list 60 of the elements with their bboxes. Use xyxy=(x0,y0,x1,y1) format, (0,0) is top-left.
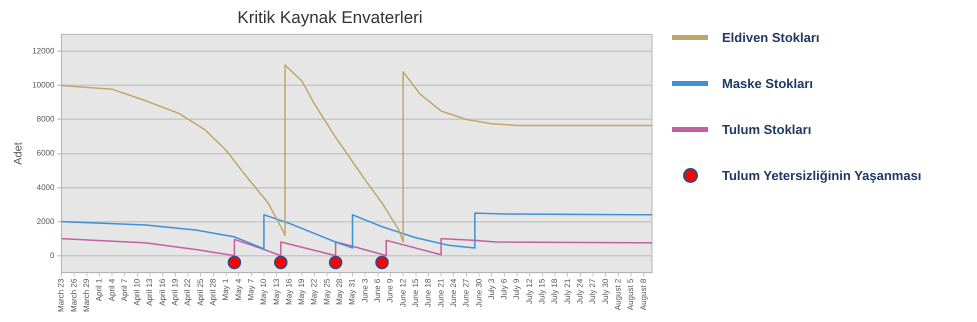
y-tick-label: 8000 xyxy=(36,114,55,124)
x-tick-label: July 24 xyxy=(575,278,584,304)
x-tick-label: March 23 xyxy=(56,278,66,312)
x-tick-label: July 30 xyxy=(600,278,610,304)
x-tick-label: April 16 xyxy=(158,278,167,306)
x-tick-label: May 31 xyxy=(348,278,357,305)
x-tick-label: June 27 xyxy=(462,278,471,308)
x-tick-label: May 10 xyxy=(259,278,268,305)
x-tick-label: April 7 xyxy=(120,278,129,302)
x-tick-label: July 3 xyxy=(486,278,496,300)
y-tick-label: 0 xyxy=(50,250,55,260)
x-tick-label: May 7 xyxy=(246,278,256,300)
x-tick-label: July 15 xyxy=(538,278,547,304)
x-tick-label: July 27 xyxy=(588,278,598,304)
x-tick-label: July 9 xyxy=(512,278,522,300)
x-tick-label: June 18 xyxy=(424,278,433,308)
x-tick-label: August 2 xyxy=(613,278,622,310)
chart-title: Kritik Kaynak Envaterleri xyxy=(237,8,423,27)
x-tick-label: April 22 xyxy=(183,278,192,306)
y-tick-label: 6000 xyxy=(36,148,55,158)
legend-label: Tulum Stokları xyxy=(722,122,812,136)
x-tick-label: April 28 xyxy=(208,278,218,306)
x-tick-label: May 25 xyxy=(322,278,332,305)
legend-label: Tulum Yetersizliğinin Yaşanması xyxy=(722,168,922,182)
x-tick-label: July 18 xyxy=(550,278,560,304)
x-tick-label: June 30 xyxy=(474,278,484,308)
x-tick-label: April 19 xyxy=(170,278,180,306)
x-tick-label: May 16 xyxy=(284,278,294,305)
x-tick-label: August 5 xyxy=(626,278,636,310)
x-tick-label: May 1 xyxy=(221,278,230,300)
legend-label: Maske Stokları xyxy=(722,76,814,90)
x-tick-label: May 19 xyxy=(297,278,306,305)
x-tick-label: April 1 xyxy=(94,278,104,302)
y-tick-label: 12000 xyxy=(32,46,55,56)
x-tick-label: June 12 xyxy=(398,278,408,308)
x-tick-label: May 13 xyxy=(272,278,281,305)
x-tick-label: June 21 xyxy=(436,278,446,308)
x-tick-label: May 4 xyxy=(234,278,243,300)
x-tick-label: March 29 xyxy=(82,278,91,312)
x-tick-label: July 6 xyxy=(500,278,509,300)
x-tick-label: June 24 xyxy=(448,278,458,308)
x-tick-label: June 9 xyxy=(386,278,395,303)
x-tick-label: April 4 xyxy=(107,278,116,302)
x-tick-label: May 22 xyxy=(310,278,319,305)
x-tick-label: March 26 xyxy=(69,278,78,312)
x-tick-label: July 12 xyxy=(524,278,534,304)
x-tick-label: May 28 xyxy=(335,278,344,305)
x-tick-label: April 13 xyxy=(145,278,154,306)
x-tick-label: June 3 xyxy=(360,278,370,303)
x-tick-label: April 10 xyxy=(132,278,142,306)
y-tick-label: 4000 xyxy=(36,182,55,192)
x-tick-label: August 8 xyxy=(638,278,648,310)
x-tick-label: June 6 xyxy=(373,278,382,303)
x-tick-label: July 21 xyxy=(562,278,572,304)
legend-label: Eldiven Stokları xyxy=(722,30,820,44)
y-axis-title: Adet xyxy=(12,142,25,165)
x-tick-label: June 15 xyxy=(410,278,420,308)
y-tick-label: 2000 xyxy=(36,216,55,226)
x-tick-label: April 25 xyxy=(196,278,205,306)
y-tick-label: 10000 xyxy=(32,80,55,90)
